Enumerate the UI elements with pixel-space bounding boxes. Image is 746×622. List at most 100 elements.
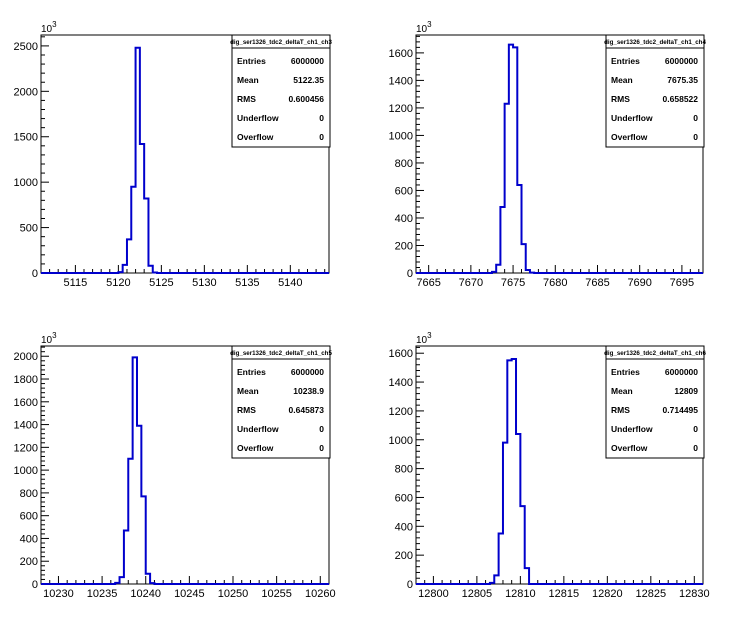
x-tick-label: 5140: [278, 277, 302, 289]
x-tick-label: 7695: [670, 277, 694, 289]
stats-label: Mean: [611, 386, 633, 396]
y-tick-label: 1400: [389, 75, 413, 87]
x-tick-label: 5130: [192, 277, 216, 289]
x-tick-label: 7685: [585, 277, 609, 289]
x-tick-label: 10240: [130, 588, 161, 600]
y-tick-label: 1200: [389, 103, 413, 115]
stats-label: RMS: [237, 94, 256, 104]
y-tick-label: 1400: [14, 420, 38, 432]
x-tick-label: 10245: [174, 588, 205, 600]
y-tick-label: 1000: [14, 465, 38, 477]
y-tick-label: 1800: [14, 374, 38, 386]
stats-value: 10238.9: [293, 386, 324, 396]
stats-value: 7675.35: [667, 75, 698, 85]
y-tick-label: 0: [32, 579, 38, 591]
y-tick-label: 1400: [389, 377, 413, 389]
histogram-series: [41, 46, 329, 274]
x-tick-label: 12830: [679, 588, 710, 600]
stats-label: Entries: [611, 367, 640, 377]
x-tick-label: 7670: [459, 277, 483, 289]
stats-title: dig_ser1326_tdc2_deltaT_ch1_ch6: [604, 350, 706, 357]
y-tick-label: 1600: [389, 48, 413, 60]
stats-value: 6000000: [665, 56, 698, 66]
x-tick-label: 7690: [627, 277, 651, 289]
y-tick-label: 1000: [14, 177, 38, 189]
y-tick-label: 400: [395, 213, 413, 225]
y-tick-label: 1600: [14, 397, 38, 409]
y-tick-label: 400: [395, 521, 413, 533]
stats-box: [605, 34, 705, 148]
stats-value: 0.645873: [289, 405, 325, 415]
x-tick-label: 10250: [218, 588, 249, 600]
y-tick-label: 200: [20, 556, 38, 568]
x-tick-label: 12825: [636, 588, 667, 600]
stats-value: 0: [693, 132, 698, 142]
y-tick-label: 800: [395, 158, 413, 170]
stats-value: 5122.35: [293, 75, 324, 85]
stats-value: 0.714495: [663, 405, 699, 415]
x-tick-label: 10235: [87, 588, 118, 600]
histogram-pad-2: 7665 7670 7675 7680 7685 7690 7695 0 200 400 600 80…: [389, 20, 707, 289]
x-tick-label: 7665: [416, 277, 440, 289]
stats-label: Underflow: [237, 113, 279, 123]
x-tick-label: 5135: [235, 277, 259, 289]
stats-value: 0.600456: [289, 94, 325, 104]
y-tick-label: 0: [32, 268, 38, 280]
x-tick-label: 10260: [305, 588, 336, 600]
x-tick-label: 12820: [592, 588, 623, 600]
histogram-pad-4: 12800 12805 12810 12815 12820 12825 12830 0 200 4…: [389, 331, 710, 600]
y-exponent-label: 103: [41, 20, 57, 35]
x-tick-label: 12805: [462, 588, 493, 600]
stats-label: RMS: [611, 405, 630, 415]
stats-label: Overflow: [611, 132, 648, 142]
stats-value: 0: [693, 113, 698, 123]
y-tick-label: 800: [395, 464, 413, 476]
stats-value: 0: [319, 443, 324, 453]
x-tick-label: 10255: [261, 588, 292, 600]
y-tick-label: 1000: [389, 130, 413, 142]
y-tick-label: 1200: [389, 406, 413, 418]
x-tick-label: 12815: [549, 588, 580, 600]
y-tick-label: 400: [20, 533, 38, 545]
stats-label: Overflow: [611, 443, 648, 453]
stats-label: Entries: [237, 56, 266, 66]
stats-label: RMS: [611, 94, 630, 104]
y-tick-label: 500: [20, 223, 38, 235]
x-tick-label: 5125: [149, 277, 173, 289]
y-tick-label: 200: [395, 550, 413, 562]
y-tick-label: 1200: [14, 442, 38, 454]
y-exponent-label: 103: [41, 331, 57, 346]
stats-title: dig_ser1326_tdc2_deltaT_ch1_ch3: [230, 39, 332, 46]
stats-label: Mean: [237, 75, 259, 85]
stats-value: 0: [319, 113, 324, 123]
stats-value: 0.658522: [663, 94, 699, 104]
y-exponent-label: 103: [416, 20, 432, 35]
y-tick-label: 2000: [14, 86, 38, 98]
stats-label: Entries: [237, 367, 266, 377]
stats-title: dig_ser1326_tdc2_deltaT_ch1_ch4: [604, 39, 706, 46]
histogram-pad-3: 10230 10235 10240 10245 10250 10255 10260 0 200 4…: [14, 331, 336, 600]
y-tick-label: 200: [395, 240, 413, 252]
stats-value: 6000000: [665, 367, 698, 377]
stats-value: 12809: [674, 386, 698, 396]
stats-label: Entries: [611, 56, 640, 66]
stats-value: 0: [319, 424, 324, 434]
x-tick-label: 7675: [501, 277, 525, 289]
y-tick-label: 2000: [14, 351, 38, 363]
y-tick-label: 1000: [389, 435, 413, 447]
stats-value: 6000000: [291, 56, 324, 66]
histogram-pad-1: 5115 5120 5125 5130 5135 5140 0 500 1000 1500 2000…: [14, 20, 333, 289]
stats-label: Mean: [237, 386, 259, 396]
x-tick-label: 7680: [543, 277, 567, 289]
stats-value: 0: [693, 443, 698, 453]
y-tick-label: 1600: [389, 348, 413, 360]
histogram-series: [416, 43, 703, 274]
x-tick-label: 10230: [43, 588, 74, 600]
y-tick-label: 2500: [14, 41, 38, 53]
x-tick-label: 5120: [106, 277, 130, 289]
y-tick-label: 600: [395, 185, 413, 197]
x-tick-label: 12800: [418, 588, 449, 600]
stats-label: Mean: [611, 75, 633, 85]
stats-value: 6000000: [291, 367, 324, 377]
stats-label: Underflow: [611, 113, 653, 123]
